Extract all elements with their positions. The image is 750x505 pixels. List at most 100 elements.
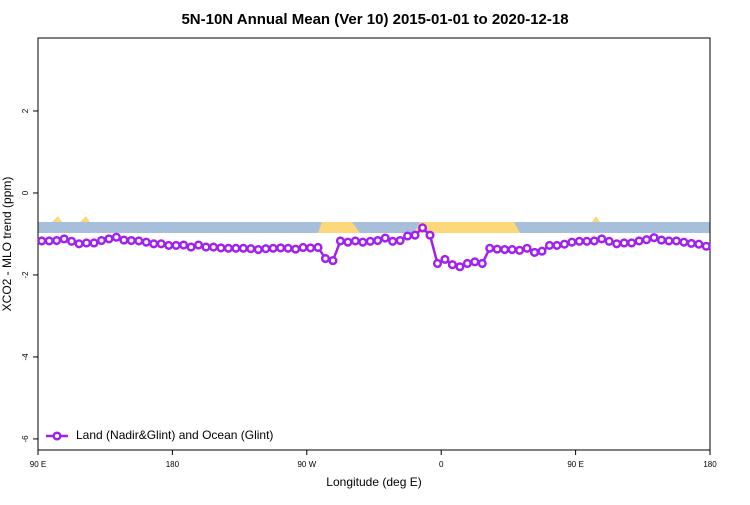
ocean-band	[38, 222, 710, 233]
data-point	[104, 234, 114, 244]
data-point	[283, 243, 293, 253]
data-point	[179, 240, 189, 250]
data-point	[320, 254, 331, 264]
legend-marker	[52, 431, 62, 441]
data-point	[276, 243, 286, 253]
data-point	[313, 242, 323, 253]
data-point	[74, 239, 84, 249]
data-point	[432, 258, 443, 269]
data-point	[559, 239, 569, 249]
data-point	[701, 241, 711, 251]
data-point	[246, 244, 256, 254]
data-point	[358, 237, 368, 247]
x-axis-label: Longitude (deg E)	[326, 475, 421, 489]
data-point	[37, 236, 47, 246]
data-point	[156, 239, 166, 249]
data-point	[440, 254, 450, 264]
data-point	[291, 244, 301, 254]
data-point	[582, 236, 592, 246]
data-point	[111, 232, 121, 242]
data-point	[44, 236, 54, 246]
y-tick-label: -6	[21, 435, 30, 443]
data-point	[500, 244, 510, 255]
land-band	[414, 222, 520, 233]
data-point	[268, 243, 278, 253]
data-point	[126, 235, 136, 246]
data-point	[462, 258, 472, 269]
data-point	[567, 237, 577, 247]
x-tick-label: 90 E	[30, 460, 46, 469]
data-point	[305, 243, 316, 253]
data-point	[119, 235, 129, 245]
chart-title: 5N-10N Annual Mean (Ver 10) 2015-01-01 t…	[181, 11, 568, 28]
data-point	[171, 240, 181, 250]
data-point	[388, 236, 398, 246]
data-point	[89, 238, 99, 248]
data-point	[52, 235, 62, 246]
y-axis-label: XCO2 - MLO trend (ppm)	[0, 177, 14, 312]
x-tick-label: 180	[166, 460, 180, 469]
data-point	[664, 236, 674, 246]
data-point	[343, 237, 353, 247]
data-point	[403, 231, 413, 241]
land-band	[592, 216, 600, 222]
data-point	[425, 230, 435, 240]
data-point	[485, 243, 495, 253]
data-point	[373, 235, 383, 246]
x-tick-label: 0	[439, 460, 444, 469]
data-point	[671, 236, 681, 246]
data-point	[410, 230, 420, 240]
land-band	[80, 216, 90, 222]
data-point	[529, 247, 540, 257]
land-band	[318, 222, 360, 233]
data-point	[96, 235, 107, 246]
data-point	[694, 239, 704, 249]
data-point	[522, 243, 532, 253]
data-point	[589, 236, 599, 246]
data-point	[223, 243, 233, 253]
data-point	[417, 223, 428, 233]
data-point	[350, 236, 360, 246]
data-point	[447, 260, 457, 270]
data-point	[627, 238, 637, 248]
y-tick-label: -4	[21, 353, 30, 361]
land-band	[52, 216, 62, 222]
data-point	[507, 244, 517, 255]
data-point	[365, 236, 375, 246]
data-point	[328, 256, 338, 266]
data-point	[634, 236, 644, 246]
data-point	[134, 236, 144, 246]
y-tick-label: 0	[21, 190, 30, 195]
x-tick-label: 90 E	[567, 460, 583, 469]
data-point	[335, 236, 345, 246]
data-point	[208, 242, 219, 252]
data-point	[164, 240, 174, 250]
data-point	[552, 240, 562, 250]
data-point	[201, 242, 211, 252]
data-point	[253, 244, 263, 255]
data-point	[141, 237, 151, 247]
data-point	[604, 236, 614, 246]
data-point	[470, 257, 480, 267]
data-point	[612, 239, 622, 249]
data-point	[186, 242, 196, 252]
data-point	[216, 243, 226, 253]
data-point	[81, 238, 92, 248]
legend-label: Land (Nadir&Glint) and Ocean (Glint)	[76, 428, 273, 442]
data-point	[395, 235, 405, 246]
land-ocean-strip	[38, 216, 710, 233]
data-point	[686, 238, 696, 248]
y-tick-label: -2	[21, 271, 30, 279]
data-point	[238, 243, 248, 253]
data-point	[298, 242, 308, 253]
data-point	[492, 244, 502, 254]
data-point	[67, 236, 77, 246]
data-point	[641, 235, 652, 245]
y-tick-label: 2	[21, 108, 30, 113]
data-point	[380, 233, 390, 243]
data-point	[149, 239, 159, 249]
data-point	[679, 237, 689, 247]
data-point	[537, 246, 547, 256]
